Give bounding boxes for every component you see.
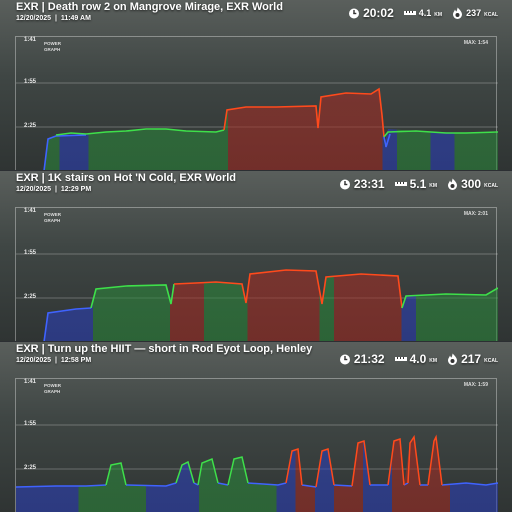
max-label: MAX: 1:54 [463, 40, 488, 46]
workout-title: EXR | Death row 2 on Mangrove Mirage, EX… [16, 1, 283, 13]
power-line-low [43, 134, 87, 170]
flame-icon [448, 178, 458, 190]
power-line-low [16, 482, 498, 488]
power-line-end [383, 130, 498, 138]
workout-date: 12/20/2025 [16, 357, 52, 364]
workout-datetime: 12/20/2025 | 12:58 PM [16, 357, 91, 364]
distance-unit: KM [429, 183, 438, 189]
duration-stat: 23:31 [339, 177, 385, 191]
flame-icon [453, 7, 463, 19]
distance-stat: 5.1 KM [394, 177, 438, 191]
workout-panel-3: EXR | Turn up the HIIT — short in Rod Ey… [0, 342, 512, 512]
y-tick-low: 2:25 [24, 465, 37, 471]
duration-value: 20:02 [363, 6, 394, 20]
workout-time: 11:49 AM [60, 15, 91, 22]
workout-panel-1: EXR | Death row 2 on Mangrove Mirage, EX… [0, 0, 512, 170]
graph-title-line-2: GRAPH [44, 46, 61, 52]
workout-stats: 21:32 4.0 KM 217 KCAL [339, 350, 498, 368]
calories-stat: 300 KCAL [447, 177, 498, 191]
max-label: MAX: 1:59 [463, 382, 488, 388]
y-tick-mid: 1:55 [24, 79, 37, 85]
power-line-high [285, 434, 443, 488]
duration-stat: 21:32 [339, 352, 385, 366]
calories-unit: KCAL [484, 358, 498, 364]
y-tick-top: 1:41 [24, 37, 37, 43]
calories-unit: KCAL [484, 12, 498, 18]
y-tick-low: 2:25 [24, 294, 37, 300]
graph-title-line-2: GRAPH [44, 388, 61, 394]
workout-datetime: 12/20/2025 | 11:49 AM [16, 15, 91, 22]
distance-value: 4.0 [409, 352, 427, 366]
ruler-icon [403, 11, 416, 15]
power-line-mid [90, 283, 175, 309]
calories-stat: 237 KCAL [452, 7, 498, 19]
workout-stats: 20:02 4.1 KM 237 KCAL [348, 4, 498, 22]
duration-stat: 20:02 [348, 6, 394, 20]
y-tick-top: 1:41 [24, 208, 37, 214]
graph-title: POWER GRAPH [44, 41, 61, 52]
power-line-mid [105, 456, 249, 486]
datetime-separator: | [53, 357, 59, 364]
power-graph: 1:41 1:55 2:25 POWER GRAPH MAX: 1:54 [15, 36, 498, 170]
graph-title-line-1: POWER [44, 383, 62, 388]
power-area [44, 89, 498, 170]
workout-datetime: 12/20/2025 | 12:29 PM [16, 186, 91, 193]
power-line-end [401, 287, 498, 309]
calories-value: 300 [461, 177, 482, 191]
workout-date: 12/20/2025 [16, 15, 52, 22]
power-graph: 1:41 1:55 2:25 POWER GRAPH MAX: 2:01 [15, 207, 498, 341]
duration-value: 21:32 [353, 352, 385, 366]
power-graph-plot [16, 424, 498, 512]
stopwatch-icon [349, 8, 360, 19]
workout-header: EXR | Turn up the HIIT — short in Rod Ey… [0, 342, 512, 370]
distance-stat: 4.0 KM [394, 352, 438, 366]
distance-value: 5.1 [409, 177, 427, 191]
power-line-mid [55, 128, 225, 136]
power-line-high [223, 87, 385, 138]
distance-stat: 4.1 KM [403, 8, 443, 18]
power-line-low [43, 307, 92, 341]
y-tick-mid: 1:55 [24, 421, 37, 427]
power-line-high [173, 269, 403, 309]
y-tick-mid: 1:55 [24, 250, 37, 256]
workout-header: EXR | Death row 2 on Mangrove Mirage, EX… [0, 0, 512, 28]
graph-title: POWER GRAPH [44, 383, 61, 394]
stopwatch-icon [339, 354, 350, 365]
datetime-separator: | [53, 186, 59, 193]
max-label: MAX: 2:01 [463, 211, 488, 217]
workout-time: 12:58 PM [60, 357, 92, 364]
power-area [44, 270, 498, 341]
power-graph: 1:41 1:55 2:25 POWER GRAPH MAX: 1:59 [15, 378, 498, 512]
graph-title-line-1: POWER [44, 212, 62, 217]
y-tick-low: 2:25 [24, 123, 37, 129]
workout-panel-2: EXR | 1K stairs on Hot 'N Cold, EXR Worl… [0, 171, 512, 341]
duration-value: 23:31 [353, 177, 385, 191]
distance-unit: KM [429, 358, 438, 364]
ruler-icon [394, 357, 407, 361]
graph-title: POWER GRAPH [44, 212, 61, 223]
distance-unit: KM [434, 12, 443, 18]
power-line-end-low [383, 133, 391, 148]
workout-title: EXR | Turn up the HIIT — short in Rod Ey… [16, 343, 313, 355]
workout-time: 12:29 PM [60, 186, 92, 193]
stopwatch-icon [339, 179, 350, 190]
datetime-separator: | [53, 15, 59, 22]
calories-value: 237 [466, 8, 482, 18]
y-tick-top: 1:41 [24, 379, 37, 385]
graph-title-line-1: POWER [44, 41, 62, 46]
power-area [16, 437, 498, 512]
distance-value: 4.1 [418, 8, 432, 18]
graph-title-line-2: GRAPH [44, 217, 61, 223]
power-graph-plot [16, 253, 498, 341]
calories-unit: KCAL [484, 183, 498, 189]
power-graph-plot [16, 82, 498, 170]
workout-title: EXR | 1K stairs on Hot 'N Cold, EXR Worl… [16, 172, 237, 184]
workout-date: 12/20/2025 [16, 186, 52, 193]
flame-icon [448, 353, 458, 365]
workout-stats: 23:31 5.1 KM 300 KCAL [339, 175, 498, 193]
ruler-icon [394, 182, 407, 186]
calories-value: 217 [461, 352, 482, 366]
workout-header: EXR | 1K stairs on Hot 'N Cold, EXR Worl… [0, 171, 512, 199]
calories-stat: 217 KCAL [447, 352, 498, 366]
